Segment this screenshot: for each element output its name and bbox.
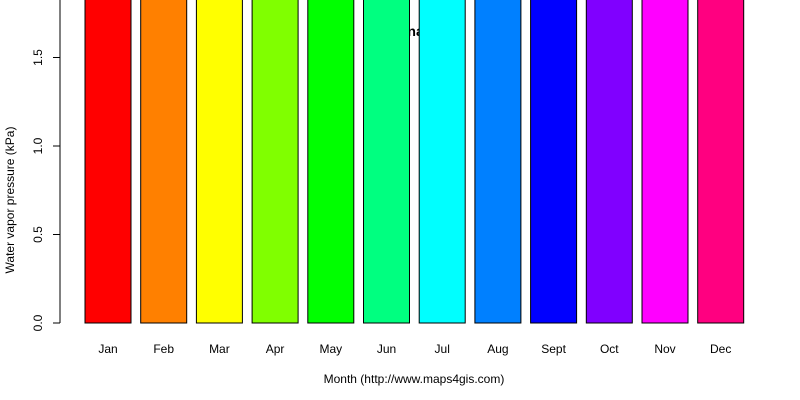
x-tick-label: Dec (710, 342, 731, 356)
bar-may (307, 0, 355, 324)
bars-group (84, 0, 745, 324)
bar-dec (697, 0, 745, 324)
x-tick-label: May (319, 342, 342, 356)
bar-jun (363, 0, 410, 324)
x-tick-label: Apr (266, 342, 285, 356)
x-axis-label: Month (http://www.maps4gis.com) (324, 372, 505, 386)
x-tick-labels: Jan Feb Mar Apr May Jun Jul Aug Sept Oct Nov Dec (98, 342, 731, 356)
y-tick-label: 1.0 (31, 137, 45, 154)
x-tick-label: Sept (541, 342, 566, 356)
bar-mar (195, 0, 243, 324)
bar-sept (530, 0, 578, 324)
x-tick-label: Aug (487, 342, 508, 356)
x-tick-label: Jan (98, 342, 117, 356)
bar-aug (474, 0, 522, 324)
y-tick-label: 0.0 (31, 314, 45, 331)
bar-apr (251, 0, 299, 324)
bar-feb (140, 0, 188, 324)
x-tick-label: Jul (435, 342, 450, 356)
x-tick-label: Mar (209, 342, 230, 356)
y-axis-label: Water vapor pressure (kPa) (3, 127, 17, 274)
x-tick-label: Feb (153, 342, 174, 356)
y-tick-label: 0.5 (31, 226, 45, 243)
y-tick-label: 1.5 (31, 49, 45, 66)
bar-nov (641, 0, 689, 324)
bar-oct (585, 0, 633, 324)
bar-jan (84, 0, 132, 324)
bar-jul (418, 0, 466, 324)
x-tick-label: Nov (654, 342, 675, 356)
x-tick-label: Oct (600, 342, 619, 356)
x-tick-label: Jun (377, 342, 396, 356)
y-axis: 0.00.51.01.52.02.5 (31, 0, 61, 331)
